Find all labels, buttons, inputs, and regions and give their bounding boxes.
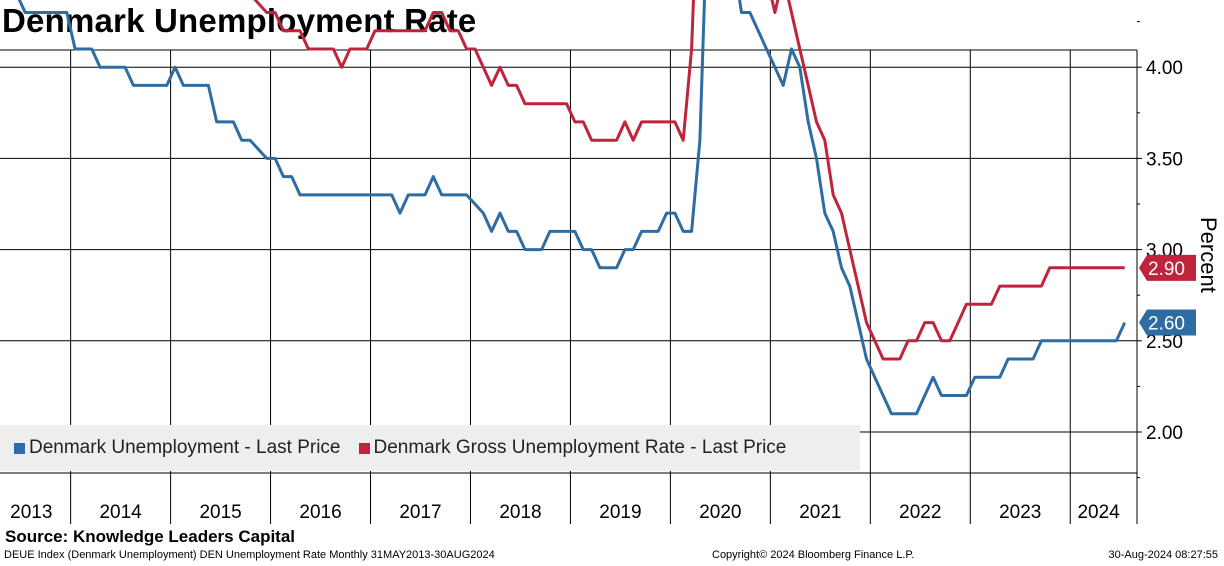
y-tick-label: 2.00 bbox=[1146, 423, 1183, 444]
tick-labels: 2013 2014 2015 2016 2017 2018 2019 2020 2021 2022… bbox=[10, 58, 1221, 523]
last-value-badge bbox=[1139, 254, 1196, 281]
last-value-label: 2.60 bbox=[1148, 314, 1185, 335]
y-tick-label: 3.50 bbox=[1146, 149, 1183, 170]
legend-item-gross-unemployment: Denmark Gross Unemployment Rate - Last P… bbox=[358, 437, 787, 459]
x-tick-label: 2014 bbox=[99, 502, 142, 523]
last-value-marker-gross-unemployment: 2.90 bbox=[1139, 254, 1196, 281]
series-line-gross-unemployment bbox=[253, 0, 1125, 361]
x-tick-label: 2016 bbox=[299, 502, 341, 523]
last-value-marker-unemployment: 2.60 bbox=[1139, 309, 1196, 336]
x-tick-label: 2024 bbox=[1077, 502, 1120, 523]
y-axis-label: Percent bbox=[1196, 217, 1221, 293]
x-tick-label: 2021 bbox=[799, 502, 841, 523]
x-tick-label: 2022 bbox=[899, 502, 941, 523]
x-tick-label: 2018 bbox=[499, 502, 541, 523]
last-value-badge bbox=[1139, 309, 1196, 336]
source-note: Source: Knowledge Leaders Capital bbox=[5, 527, 296, 546]
x-tick-label: 2023 bbox=[999, 502, 1041, 523]
legend: Denmark Unemployment - Last Price Denmar… bbox=[0, 425, 860, 471]
x-tick-label: 2013 bbox=[10, 502, 52, 523]
series-lines bbox=[17, 0, 1127, 416]
legend-swatch-gross-unemployment bbox=[358, 442, 370, 454]
footer-index-description: DEUE Index (Denmark Unemployment) DEN Un… bbox=[4, 549, 495, 561]
x-tick-label: 2015 bbox=[199, 502, 241, 523]
x-tick-label: 2019 bbox=[599, 502, 641, 523]
last-value-markers: 2.60 2.90 bbox=[1139, 254, 1196, 336]
footer-timestamp: 30-Aug-2024 08:27:55 bbox=[1108, 549, 1218, 561]
last-value-label: 2.90 bbox=[1148, 259, 1185, 280]
legend-swatch-unemployment bbox=[14, 442, 25, 454]
legend-label-gross-unemployment: Denmark Gross Unemployment Rate - Last P… bbox=[373, 437, 787, 458]
x-tick-label: 2020 bbox=[699, 502, 741, 523]
legend-label-unemployment: Denmark Unemployment - Last Price bbox=[29, 437, 341, 458]
x-tick-label: 2017 bbox=[399, 502, 441, 523]
y-tick-label: 4.00 bbox=[1146, 58, 1183, 79]
legend-item-unemployment: Denmark Unemployment - Last Price bbox=[14, 437, 341, 459]
axes bbox=[0, 21, 1142, 524]
footer-copyright: Copyright© 2024 Bloomberg Finance L.P. bbox=[712, 549, 915, 561]
series-line-unemployment bbox=[17, 0, 1127, 416]
y-tick-label: 2.50 bbox=[1146, 332, 1183, 353]
chart-title: Denmark Unemployment Rate bbox=[2, 2, 477, 39]
